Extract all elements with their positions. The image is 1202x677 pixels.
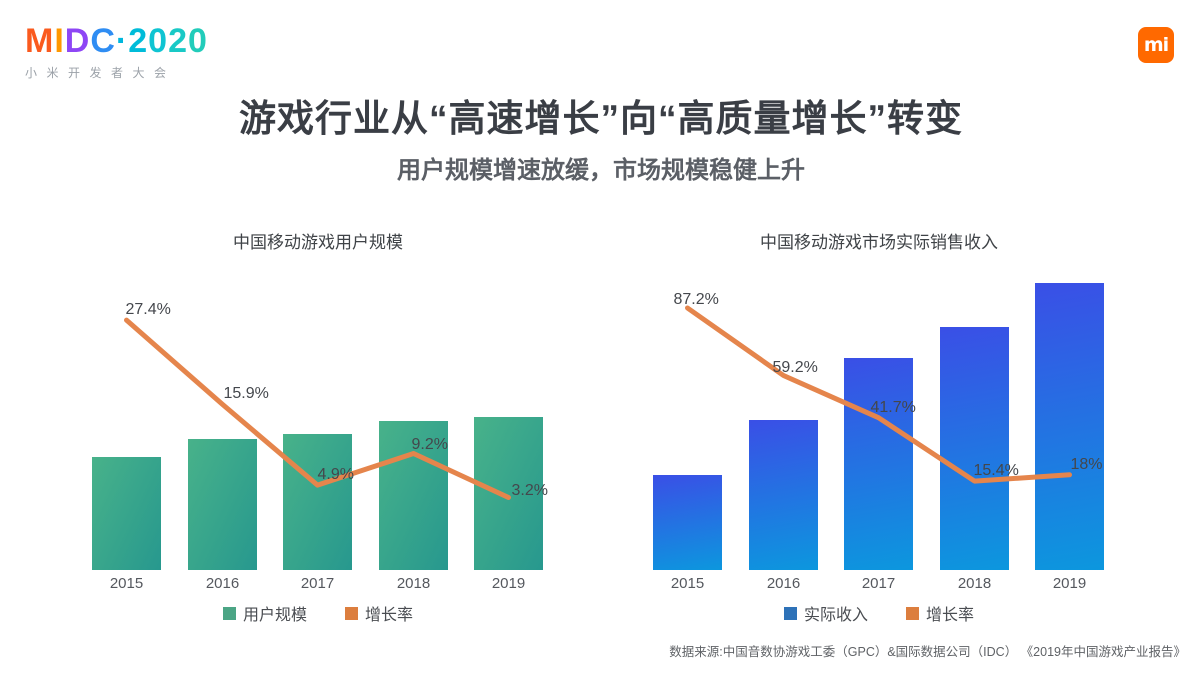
legend-label: 实际收入 bbox=[803, 607, 868, 624]
bar-2015 bbox=[92, 457, 161, 570]
bar-2017 bbox=[283, 434, 352, 570]
bar-2019 bbox=[1035, 283, 1104, 570]
growth-rate-polyline bbox=[124, 317, 511, 500]
year-label-2018: 2018 bbox=[957, 575, 992, 592]
chart-sales-revenue: 中国移动游戏市场实际销售收入 87.2% 59.2% 41.7% 15.4% 18% 2… bbox=[653, 228, 1105, 628]
bar-2019 bbox=[474, 417, 543, 570]
logo-letter: · bbox=[115, 22, 129, 60]
growth-label-2017: 4.9% bbox=[317, 466, 354, 484]
bar-2016 bbox=[749, 420, 818, 570]
growth-label-2019: 3.2% bbox=[511, 481, 548, 499]
xiaomi-logo-icon: mi bbox=[1138, 27, 1174, 63]
chart-users-scale: 中国移动游戏用户规模 27.4% 15.9% 4.9% 9.2% 3.2% 2015 20… bbox=[92, 228, 548, 628]
legend-label: 增长率 bbox=[926, 607, 975, 624]
legend-users: 用户规模 增长率 bbox=[92, 601, 544, 625]
page-subtitle: 用户规模增速放缓，市场规模稳健上升 bbox=[397, 157, 805, 184]
bar-2017 bbox=[844, 358, 913, 570]
year-label-2017: 2017 bbox=[300, 575, 335, 592]
legend-label: 用户规模 bbox=[242, 607, 307, 624]
legend-swatch-icon bbox=[345, 606, 358, 620]
growth-label-2015: 27.4% bbox=[125, 301, 171, 319]
legend-label: 增长率 bbox=[365, 607, 414, 624]
growth-label-2016: 15.9% bbox=[223, 385, 269, 403]
year-label-2016: 2016 bbox=[766, 575, 801, 592]
growth-label-2018: 15.4% bbox=[973, 462, 1019, 480]
bar-2018 bbox=[379, 421, 448, 570]
year-label-2015: 2015 bbox=[670, 575, 705, 592]
logo-letter: 2 bbox=[168, 22, 188, 60]
growth-rate-line bbox=[124, 317, 511, 500]
bar-2018 bbox=[940, 327, 1009, 570]
year-label-2017: 2017 bbox=[861, 575, 896, 592]
growth-label-2018: 9.2% bbox=[411, 435, 448, 453]
plot-area-users: 27.4% 15.9% 4.9% 9.2% 3.2% bbox=[92, 280, 548, 570]
year-label-2015: 2015 bbox=[109, 575, 144, 592]
midc-logo-subtitle: 小米开发者大会 bbox=[25, 66, 176, 80]
growth-label-2017: 41.7% bbox=[870, 398, 916, 416]
growth-label-2016: 59.2% bbox=[772, 358, 818, 376]
logo-letter: C bbox=[90, 22, 116, 60]
logo-letter: 2 bbox=[128, 22, 149, 60]
data-source-note: 数据来源:中国音数协游戏工委（GPC）&国际数据公司（IDC） 《2019年中国… bbox=[669, 645, 1186, 659]
year-label-2019: 2019 bbox=[1052, 575, 1087, 592]
legend-swatch-icon bbox=[222, 606, 236, 620]
legend-swatch-icon bbox=[906, 606, 919, 620]
year-label-2019: 2019 bbox=[491, 575, 526, 592]
x-axis-users: 2015 2016 2017 2018 2019 bbox=[92, 575, 544, 595]
logo-letter: D bbox=[64, 22, 91, 60]
logo-letter: M bbox=[25, 22, 55, 60]
legend-swatch-icon bbox=[783, 606, 797, 620]
year-label-2018: 2018 bbox=[396, 575, 431, 592]
growth-label-2015: 87.2% bbox=[673, 291, 719, 309]
plot-area-revenue: 87.2% 59.2% 41.7% 15.4% 18% bbox=[653, 280, 1105, 570]
chart-title-users: 中国移动游戏用户规模 bbox=[233, 233, 403, 252]
legend-item: 增长率 bbox=[906, 601, 974, 625]
bar-2015 bbox=[653, 475, 722, 570]
page-title: 游戏行业从“高速增长”向“高质量增长”转变 bbox=[239, 98, 963, 139]
logo-letter: 0 bbox=[148, 22, 169, 60]
legend-item: 增长率 bbox=[345, 601, 413, 625]
legend-item: 用户规模 bbox=[222, 601, 307, 625]
legend-revenue: 实际收入 增长率 bbox=[653, 601, 1105, 625]
growth-label-2019: 18% bbox=[1070, 455, 1103, 473]
midc-logo: MIDC·2020 小米开发者大会 bbox=[25, 24, 208, 81]
x-axis-revenue: 2015 2016 2017 2018 2019 bbox=[653, 575, 1105, 595]
xiaomi-logo-text: mi bbox=[1143, 33, 1169, 56]
growth-rate-polyline bbox=[685, 305, 1072, 484]
midc-logo-title: MIDC·2020 bbox=[25, 24, 208, 58]
legend-item: 实际收入 bbox=[783, 601, 868, 625]
chart-title-revenue: 中国移动游戏市场实际销售收入 bbox=[760, 233, 998, 252]
bar-2016 bbox=[188, 439, 257, 570]
logo-letter: 0 bbox=[188, 22, 208, 60]
year-label-2016: 2016 bbox=[205, 575, 240, 592]
growth-rate-line bbox=[685, 305, 1072, 484]
logo-letter: I bbox=[54, 22, 65, 60]
